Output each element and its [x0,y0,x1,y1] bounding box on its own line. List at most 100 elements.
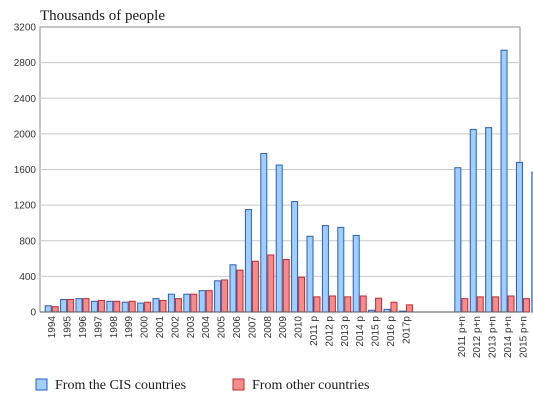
y-tick-label: 800 [19,236,36,247]
x-tick-label: 2007 [247,316,258,339]
bar-other [492,296,500,313]
legend-label-other: From other countries [252,378,369,393]
bar-other [251,260,259,313]
x-tick-label: 2015 p+n [518,316,529,358]
x-tick-label: 2015 p [371,316,382,347]
x-tick-label: 2013 p [340,316,351,347]
bar-other [159,299,167,313]
bar-cis [229,264,237,313]
x-tick-label: 1999 [124,316,135,339]
y-tick-label: 1600 [14,165,37,176]
x-tick-label: 1995 [63,316,74,339]
bar-other [298,276,306,313]
bar-cis [352,234,360,313]
bar-cis [137,302,145,313]
bar-cis [306,235,314,313]
bar-cis [469,128,477,313]
y-tick-label: 1200 [14,201,37,212]
bar-other [97,299,105,313]
bar-cis [515,161,523,313]
chart-title: Thousands of people [40,8,165,24]
bar-cis [167,293,175,313]
x-axis: 1994 1995 1996 1997 1998 1999 2000 2001 2002 2003… [40,311,529,358]
bar-cis [60,299,68,313]
y-tick-label: 400 [19,272,36,283]
bar-cis [531,171,533,313]
bar-other [267,254,275,313]
bar-other [51,306,59,313]
bar-other [236,269,244,313]
x-tick-label: 2010 [294,316,305,339]
y-tick-label: 0 [30,308,36,319]
y-tick-label: 3200 [14,23,37,34]
bar-other [67,299,75,313]
bar-cis [291,201,299,313]
x-tick-label: 2001 [155,316,166,339]
x-tick-label: 2004 [201,316,212,339]
x-tick-label: 1996 [78,316,89,339]
bar-other [390,301,398,313]
gridlines [40,62,520,277]
x-tick-label: 2000 [140,316,151,339]
x-tick-label: 1994 [47,316,58,339]
legend-swatch-other [232,378,245,391]
bar-cis [106,300,114,313]
x-tick-label: 2016 p [386,316,397,347]
bar-cis [337,226,345,313]
bar-other [221,279,229,313]
bar-cis [75,298,83,313]
bar-cis [121,301,129,313]
bar-cis [198,290,206,313]
bar-cis [44,305,52,313]
x-tick-label: 2012 p+n [472,316,483,358]
bar-other [359,295,367,313]
x-tick-label: 1998 [109,316,120,339]
bar-other [313,296,321,313]
bar-other [113,300,121,313]
x-tick-label: 2012 p [324,316,335,347]
bar-other [282,258,290,313]
x-tick-label: 2003 [186,316,197,339]
x-tick-label: 2011 p [309,316,320,346]
bar-other [507,295,515,313]
bar-other [190,293,198,313]
bar-other [375,297,383,313]
x-tick-label: 2006 [232,316,243,339]
bar-cis [152,298,160,313]
bar-cis [183,293,191,313]
bar-cis [260,152,268,313]
bar-other [128,300,136,313]
bar-other [522,298,530,313]
bar-other [405,304,413,313]
bar-cis [214,280,222,313]
y-tick-label: 2400 [14,94,37,105]
bar-other [205,290,213,313]
x-tick-label: 2017p [401,316,412,344]
x-tick-label: 2013 p+n [488,316,499,358]
bar-cis [244,209,252,313]
bar-other [344,296,352,313]
bar-cis [275,164,283,313]
bar-other [144,301,152,313]
y-axis: 0 400 800 1200 1600 2000 2400 2800 3200 [14,23,37,319]
y-tick-label: 2800 [14,58,37,69]
x-tick-label: 2014 p [355,316,366,347]
x-tick-label: 1997 [93,316,104,339]
legend-label-cis: From the CIS countries [55,378,186,393]
bar-other [174,298,182,313]
x-tick-label: 2002 [170,316,181,339]
x-tick-label: 2011 p+n [457,316,468,357]
bar-other [82,298,90,313]
x-tick-label: 2014 p+n [503,316,514,358]
bar-other [476,296,484,313]
y-tick-label: 2000 [14,129,37,140]
bar-other [461,298,469,313]
x-tick-label: 2005 [217,316,228,339]
bar-cis [454,167,462,313]
bar-other [328,295,336,313]
bar-cis [500,49,508,313]
bar-cis [485,127,493,313]
legend-swatch-cis [35,378,48,391]
bar-cis [321,225,329,313]
